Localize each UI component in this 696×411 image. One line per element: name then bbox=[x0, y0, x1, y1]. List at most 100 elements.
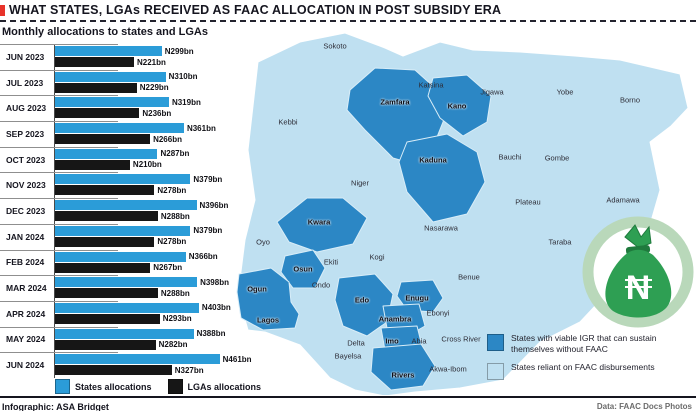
chart-legend-item-states: States allocations bbox=[55, 379, 152, 394]
bar-group: N361bn N266bn bbox=[55, 123, 240, 145]
bar-group: N299bn N221bn bbox=[55, 46, 240, 68]
header: WHAT STATES, LGAs RECEIVED AS FAAC ALLOC… bbox=[0, 3, 696, 17]
month-label: MAY 2024 bbox=[6, 334, 46, 345]
bar-group: N461bn N327bn bbox=[55, 354, 252, 376]
chart-rows: JUN 2023 N299bn N221bn JUL 2023 N310bn N229bn… bbox=[0, 44, 252, 378]
chart-row: APR 2024 N403bn N293bn bbox=[0, 300, 240, 327]
chart-row: JUN 2023 N299bn N221bn bbox=[0, 44, 240, 70]
footer-credit-left: Infographic: ASA Bridget bbox=[2, 402, 109, 411]
month-label: FEB 2024 bbox=[6, 257, 45, 268]
lgas-value: N288bn bbox=[160, 211, 190, 221]
month-label: JUN 2023 bbox=[6, 51, 45, 62]
chart-row: DEC 2023 N396bn N288bn bbox=[0, 198, 240, 224]
chart-legend-item-lgas: LGAs allocations bbox=[167, 379, 262, 394]
states-swatch-icon bbox=[55, 379, 70, 394]
footer-credit-right: Data: FAAC Docs Photos bbox=[596, 402, 692, 411]
states-bar bbox=[55, 97, 169, 108]
lgas-bar bbox=[55, 365, 172, 376]
lgas-bar bbox=[55, 159, 130, 170]
states-bar bbox=[55, 302, 199, 313]
lgas-bar bbox=[55, 134, 151, 145]
page-title-text: WHAT STATES, LGAs RECEIVED AS FAAC ALLOC… bbox=[9, 3, 376, 17]
chart-row: MAR 2024 N398bn N288bn bbox=[0, 275, 240, 301]
lgas-swatch-icon bbox=[167, 379, 183, 394]
states-value: N379bn bbox=[193, 174, 223, 184]
faac-reliant-label: States reliant on FAAC disbursements bbox=[511, 362, 655, 373]
lgas-bar bbox=[55, 211, 158, 222]
lgas-value: N229bn bbox=[139, 83, 169, 93]
lgas-value: N267bn bbox=[153, 263, 183, 272]
lgas-value: N236bn bbox=[142, 108, 172, 118]
nigeria-map bbox=[236, 32, 689, 395]
money-bag-icon: N bbox=[582, 216, 694, 328]
states-bar bbox=[55, 123, 184, 134]
month-label: JAN 2024 bbox=[6, 231, 45, 242]
lgas-bar bbox=[55, 339, 156, 350]
lgas-value: N288bn bbox=[160, 288, 190, 298]
bar-group: N379bn N278bn bbox=[55, 225, 240, 248]
lgas-bar bbox=[55, 288, 158, 299]
chart-row: AUG 2023 N319bn N236bn bbox=[0, 95, 240, 121]
states-bar bbox=[55, 251, 186, 262]
chart-row: SEP 2023 N361bn N266bn bbox=[0, 121, 240, 147]
states-value: N403bn bbox=[201, 303, 231, 313]
states-value: N461bn bbox=[222, 354, 252, 364]
bar-group: N396bn N288bn bbox=[55, 200, 240, 222]
month-label: MAR 2024 bbox=[6, 283, 47, 294]
states-bar bbox=[55, 148, 158, 159]
states-bar bbox=[55, 200, 197, 211]
lgas-legend-label: LGAs allocations bbox=[187, 381, 262, 392]
states-bar bbox=[55, 225, 191, 236]
states-bar bbox=[55, 354, 220, 365]
chart-row: JAN 2024 N379bn N278bn bbox=[0, 223, 240, 250]
states-bar bbox=[55, 174, 191, 185]
states-bar bbox=[55, 277, 198, 288]
states-value: N366bn bbox=[188, 252, 218, 261]
lgas-bar bbox=[55, 185, 155, 196]
month-label: JUN 2024 bbox=[6, 360, 45, 371]
bar-group: N319bn N236bn bbox=[55, 97, 240, 119]
lgas-value: N266bn bbox=[153, 134, 182, 144]
map-legend-item-reliant: States reliant on FAAC disbursements bbox=[487, 362, 695, 381]
bar-group: N403bn N293bn bbox=[55, 302, 240, 325]
lgas-bar bbox=[55, 82, 137, 93]
dashed-divider bbox=[0, 20, 696, 22]
states-value: N310bn bbox=[168, 72, 198, 82]
lgas-bar bbox=[55, 313, 160, 324]
state-shape-kaduna bbox=[398, 133, 486, 223]
month-label: NOV 2023 bbox=[6, 180, 46, 191]
state-shape-enugu bbox=[396, 279, 444, 313]
month-label: APR 2024 bbox=[6, 308, 46, 319]
lgas-value: N293bn bbox=[162, 314, 192, 324]
states-value: N388bn bbox=[196, 329, 226, 339]
chart-row: JUN 2024 N461bn N327bn bbox=[0, 352, 252, 378]
bar-group: N379bn N278bn bbox=[55, 174, 240, 196]
states-bar bbox=[55, 46, 162, 56]
month-label: JUL 2023 bbox=[6, 77, 44, 88]
page-title: WHAT STATES, LGAs RECEIVED AS FAAC ALLOC… bbox=[9, 3, 501, 17]
lgas-bar bbox=[55, 236, 155, 247]
states-bar bbox=[55, 328, 194, 339]
month-label: DEC 2023 bbox=[6, 205, 46, 216]
bar-group: N287bn N210bn bbox=[55, 148, 240, 171]
bar-group: N398bn N288bn bbox=[55, 277, 240, 299]
bar-group: N388bn N282bn bbox=[55, 328, 240, 351]
state-shape-kwara bbox=[276, 197, 368, 253]
state-shape-rivers bbox=[370, 343, 436, 391]
lgas-bar bbox=[55, 108, 140, 119]
month-label: SEP 2023 bbox=[6, 128, 45, 139]
states-value: N398bn bbox=[200, 277, 229, 287]
state-shape-ogun-lagos bbox=[236, 267, 300, 331]
chart-row: JUL 2023 N310bn N229bn bbox=[0, 69, 240, 96]
states-value: N319bn bbox=[171, 97, 201, 107]
map-legend-item-viable: States with viable IGR that can sustain … bbox=[487, 333, 695, 355]
states-legend-label: States allocations bbox=[75, 381, 152, 392]
lgas-value: N210bn bbox=[132, 160, 162, 170]
chart-row: NOV 2023 N379bn N278bn bbox=[0, 172, 240, 198]
red-accent-square bbox=[0, 4, 5, 16]
month-label: OCT 2023 bbox=[6, 154, 46, 165]
lgas-bar bbox=[55, 262, 151, 273]
viable-igr-swatch-icon bbox=[487, 334, 504, 351]
states-value: N379bn bbox=[193, 226, 223, 236]
state-shape-osun bbox=[280, 249, 326, 289]
